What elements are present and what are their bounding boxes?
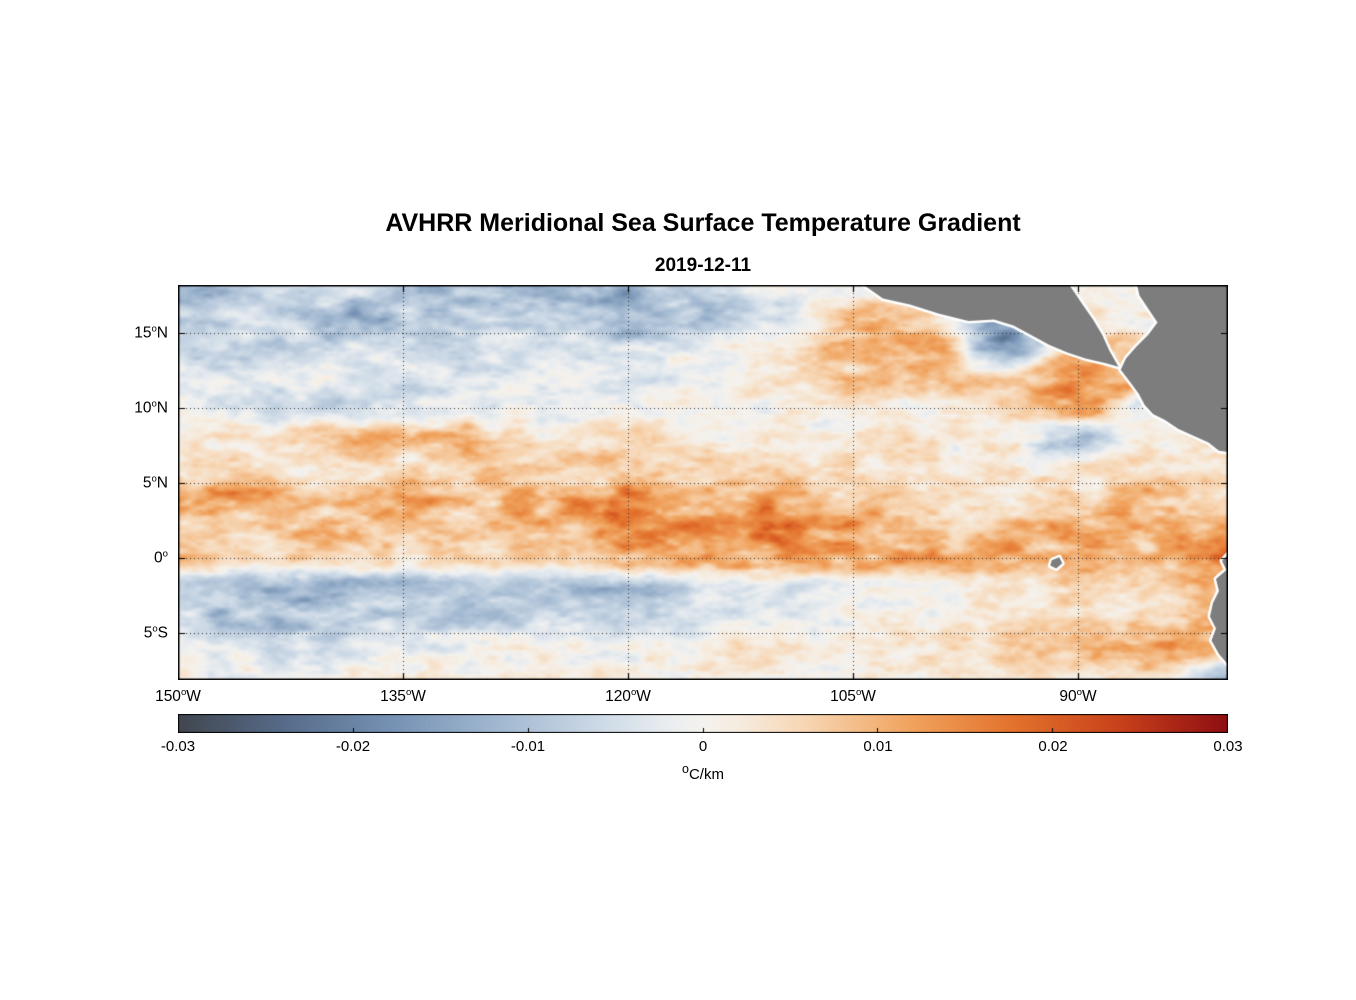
colorbar-tick-label: 0	[698, 738, 708, 755]
colorbar-unit-label: oC/km	[682, 762, 724, 783]
degree-superscript: o	[1076, 686, 1082, 698]
y-tick-label: 5oN	[142, 473, 168, 492]
degree-superscript: o	[630, 686, 637, 698]
x-tick-label: 150oW	[155, 686, 201, 705]
colorbar-tick-label: 0.03	[1213, 738, 1243, 755]
degree-superscript: o	[855, 686, 862, 698]
degree-superscript: o	[151, 398, 157, 410]
colorbar-tick-label: 0.01	[863, 738, 893, 755]
colorbar-tick-label: -0.01	[510, 738, 546, 755]
x-tick-label: 105oW	[830, 686, 876, 705]
x-tick-label: 120oW	[605, 686, 651, 705]
y-tick-label: 10oN	[134, 398, 168, 417]
colorbar	[178, 714, 1228, 733]
degree-superscript: o	[180, 686, 187, 698]
sst-gradient-map-canvas	[178, 285, 1228, 680]
degree-superscript: o	[151, 323, 157, 335]
degree-superscript: o	[405, 686, 412, 698]
degree-superscript: o	[152, 623, 158, 635]
colorbar-tick-label: 0.02	[1038, 738, 1068, 755]
x-tick-label: 90oW	[1059, 686, 1097, 705]
degree-superscript: o	[151, 473, 157, 485]
colorbar-tick-label: -0.02	[335, 738, 371, 755]
y-tick-label: 15oN	[134, 323, 168, 342]
degree-superscript: o	[682, 762, 689, 776]
chart-title: AVHRR Meridional Sea Surface Temperature…	[385, 209, 1021, 237]
colorbar-tick-label: -0.03	[160, 738, 196, 755]
chart-subtitle: 2019-12-11	[654, 255, 752, 276]
y-tick-label: 5oS	[143, 623, 168, 642]
degree-superscript: o	[162, 548, 168, 560]
x-tick-label: 135oW	[380, 686, 426, 705]
y-tick-label: 0o	[154, 548, 168, 567]
